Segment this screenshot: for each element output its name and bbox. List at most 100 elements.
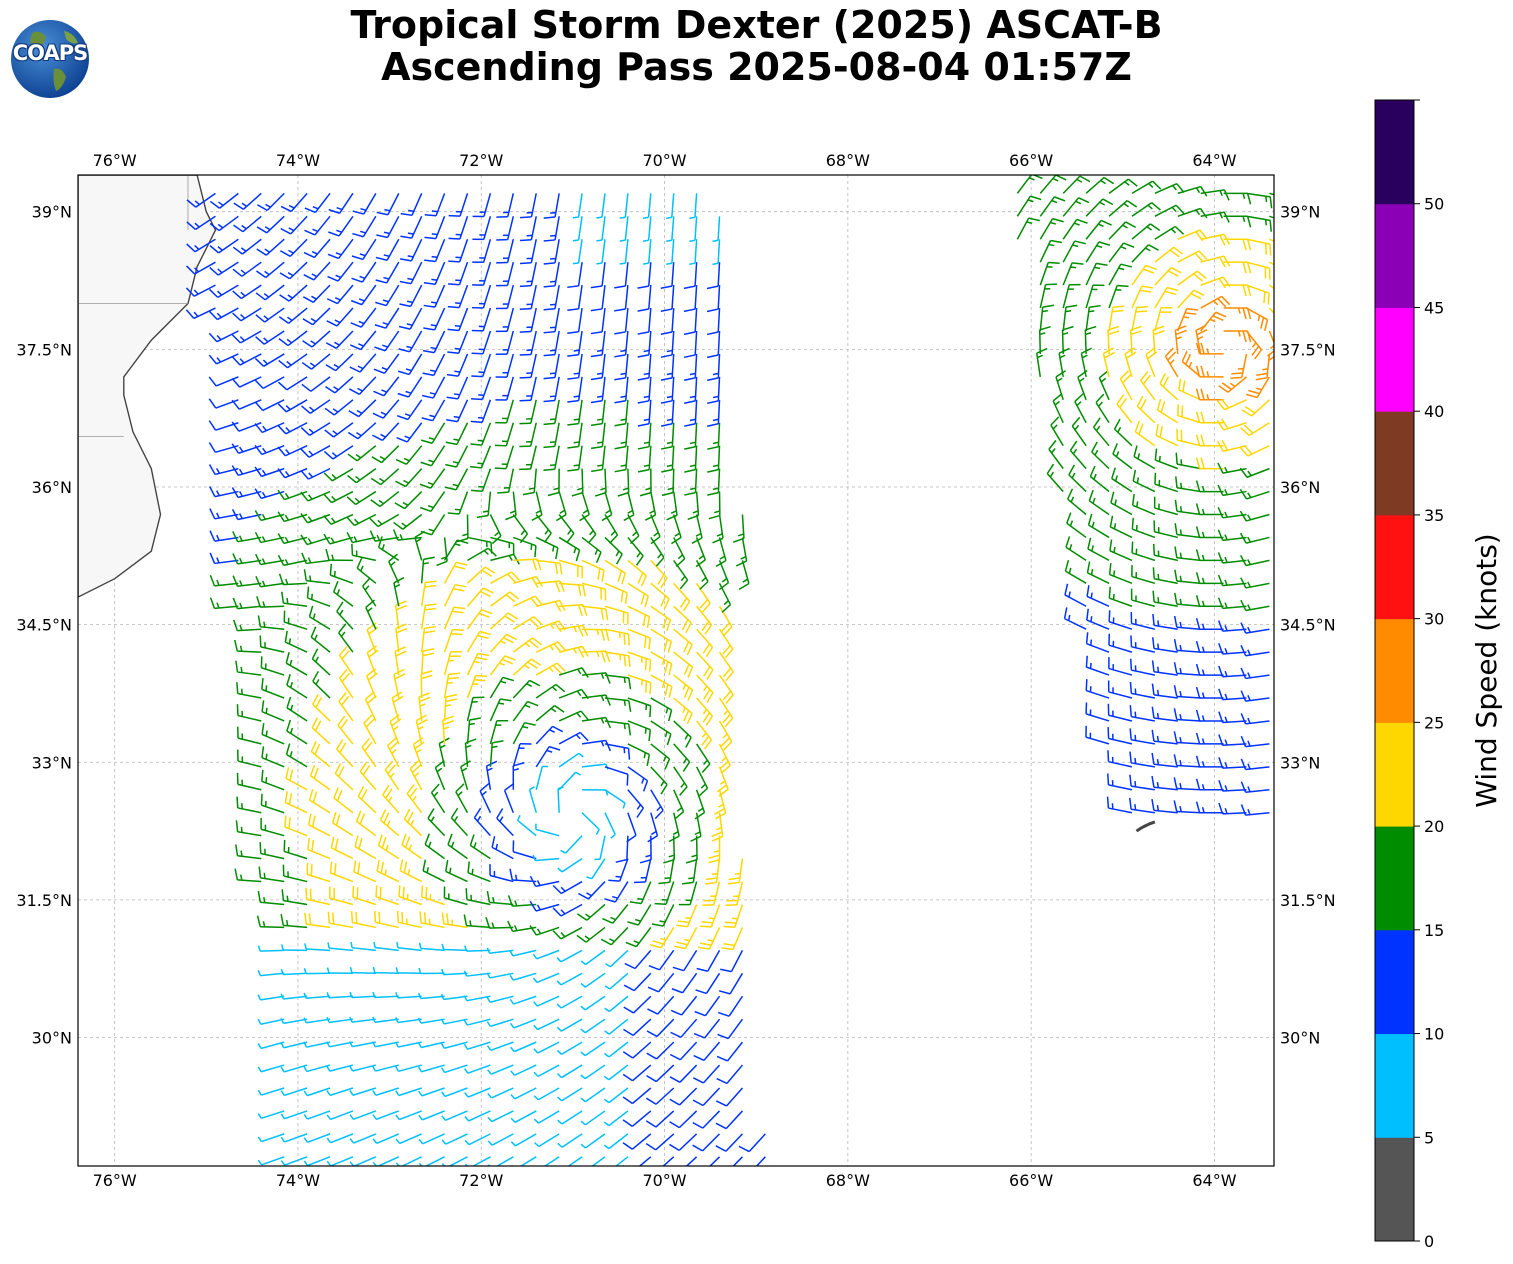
- wind-barb: [208, 330, 239, 343]
- wind-barb: [580, 1064, 606, 1080]
- wind-barb: [466, 630, 491, 653]
- wind-barb: [543, 445, 560, 471]
- wind-barb: [1085, 702, 1110, 722]
- wind-barb: [707, 353, 721, 382]
- wind-barb: [696, 720, 713, 750]
- wind-barb: [255, 307, 285, 323]
- wind-barb: [495, 307, 515, 333]
- wind-barb: [471, 353, 492, 378]
- wind-barb: [486, 1041, 514, 1052]
- wind-barb: [532, 972, 560, 984]
- wind-barb: [556, 1064, 583, 1079]
- wind-barb: [303, 261, 331, 281]
- wind-barb: [470, 468, 492, 493]
- wind-barb: [328, 215, 354, 237]
- lon-tick-label-top: 70°W: [642, 151, 686, 170]
- wind-barb: [424, 238, 446, 263]
- wind-barb: [302, 330, 331, 348]
- wind-barb: [394, 491, 423, 510]
- wind-barb: [336, 601, 354, 630]
- wind-barb: [261, 746, 285, 768]
- wind-barb: [604, 972, 629, 990]
- wind-barb: [1217, 439, 1247, 452]
- lon-tick-label-top: 64°W: [1192, 151, 1236, 170]
- wind-barb: [614, 353, 629, 381]
- wind-barb: [696, 949, 721, 972]
- wind-barb: [395, 468, 423, 488]
- wind-barb: [463, 995, 491, 1002]
- wind-barb: [1131, 565, 1156, 585]
- wind-barb: [1268, 284, 1274, 290]
- wind-barb: [304, 215, 331, 236]
- wind-barb: [580, 1087, 606, 1103]
- wind-barb: [448, 238, 469, 263]
- wind-barb: [208, 398, 239, 409]
- wind-barb: [510, 1087, 537, 1100]
- wind-barb: [1108, 305, 1125, 332]
- wind-barb: [302, 284, 331, 303]
- wind-barb: [654, 881, 675, 906]
- wind-barb: [398, 330, 423, 353]
- wind-barb: [471, 307, 492, 332]
- wind-barb: [522, 468, 537, 496]
- wind-barb: [366, 645, 379, 676]
- wind-barb: [443, 672, 460, 699]
- wind-barb: [1110, 491, 1133, 516]
- wind-barb: [349, 1110, 377, 1121]
- wind-barb: [1154, 286, 1179, 309]
- wind-barb: [1154, 225, 1185, 240]
- wind-barb: [232, 238, 262, 255]
- wind-barb: [463, 914, 491, 929]
- wind-barb: [280, 1133, 308, 1143]
- wind-barb: [1085, 262, 1108, 286]
- wind-barb: [706, 285, 721, 313]
- wind-barb: [420, 580, 437, 607]
- wind-barb: [605, 949, 629, 968]
- wind-barb: [349, 330, 377, 351]
- wind-barb: [1108, 199, 1138, 217]
- wind-barb: [1240, 713, 1270, 725]
- wind-barb: [1131, 223, 1161, 240]
- wind-barb: [512, 616, 543, 630]
- wind-barb: [580, 949, 606, 966]
- wind-barb: [235, 844, 262, 860]
- wind-barb: [257, 890, 285, 906]
- wind-barb: [1269, 215, 1274, 219]
- wind-barb: [486, 1018, 514, 1028]
- wind-barb: [695, 972, 721, 995]
- wind-barb: [543, 330, 560, 357]
- title-line-2: Ascending Pass 2025-08-04 01:57Z: [381, 45, 1132, 89]
- colorbar-segment: [1375, 1137, 1414, 1242]
- lon-tick-label-bottom: 66°W: [1009, 1171, 1053, 1190]
- wind-barb: [375, 284, 400, 307]
- wind-barb: [455, 783, 469, 814]
- wind-barb: [231, 421, 262, 432]
- wind-barb: [543, 376, 560, 403]
- wind-barb: [1046, 463, 1064, 493]
- wind-barb: [1062, 304, 1078, 332]
- wind-barb: [232, 597, 262, 610]
- wind-barb: [185, 307, 216, 320]
- wind-barb: [446, 353, 469, 377]
- wind-barb: [535, 823, 560, 837]
- wind-barb: [1062, 218, 1088, 240]
- wind-barb: [1108, 657, 1133, 676]
- wind-barb: [304, 192, 331, 214]
- wind-barb: [694, 995, 721, 1017]
- lat-tick-label-left: 33°N: [32, 753, 72, 772]
- wind-barb: [327, 238, 354, 260]
- wind-barb: [1039, 304, 1055, 332]
- wind-barb: [543, 216, 560, 242]
- wind-barb: [326, 307, 354, 327]
- colorbar-title: Wind Speed (knots): [1470, 533, 1503, 807]
- wind-barb: [591, 445, 606, 473]
- wind-barb: [446, 399, 469, 423]
- wind-barb: [389, 714, 402, 745]
- wind-barb: [567, 399, 583, 426]
- wind-barb: [391, 691, 404, 722]
- wind-barb: [582, 789, 609, 796]
- wind-barb: [603, 1041, 629, 1058]
- wind-barb: [448, 193, 469, 217]
- wind-barb: [257, 969, 285, 977]
- wind-barb: [281, 889, 308, 906]
